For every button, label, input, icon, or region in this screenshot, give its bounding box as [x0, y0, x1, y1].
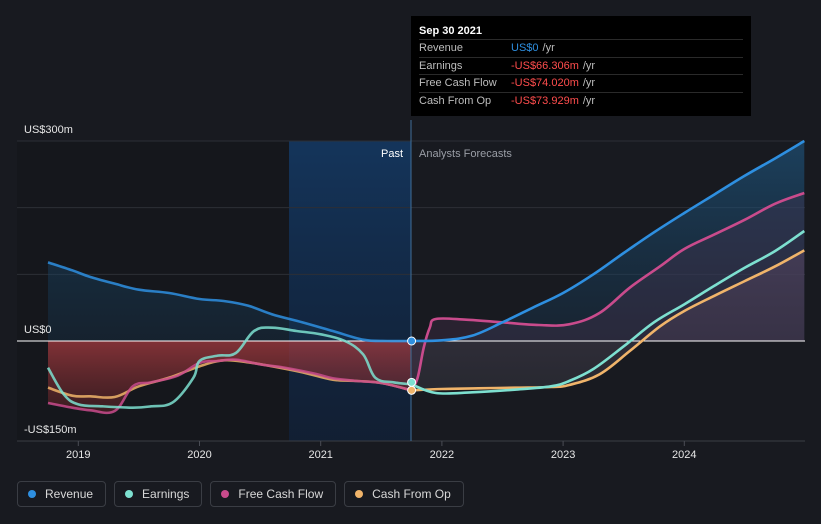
x-tick-label: 2019: [66, 449, 90, 461]
x-axis: 2019 2020 2021 2022 2023 2024: [66, 441, 697, 461]
tooltip-unit: /yr: [582, 94, 596, 107]
forecast-label: Analysts Forecasts: [419, 148, 512, 160]
highlight-marker: [407, 377, 417, 387]
tooltip-unit: /yr: [542, 42, 555, 54]
earnings-line-past: [46, 326, 412, 409]
tooltip-label: Earnings: [419, 59, 463, 72]
tooltip-label: Cash From Op: [419, 94, 492, 107]
legend-dot-icon: [221, 490, 230, 498]
tooltip-label: Revenue: [419, 42, 464, 54]
tooltip-unit: /yr: [582, 77, 596, 89]
tooltip-value: -US$73.929m: [511, 94, 579, 107]
tooltip-row-free-cash-flow: Free Cash Flow -US$74.020m /yr: [419, 74, 743, 92]
legend-label: Cash From Op: [372, 487, 451, 501]
revenue-line-past: [47, 261, 412, 343]
tooltip-date: Sep 30 2021: [419, 25, 482, 37]
legend-item-revenue[interactable]: Revenue: [17, 481, 107, 507]
legend-dot-icon: [355, 490, 364, 498]
legend-item-free-cash-flow[interactable]: Free Cash Flow: [210, 481, 337, 507]
legend: Revenue Earnings Free Cash Flow Cash Fro…: [17, 481, 464, 507]
highlight-marker: [407, 385, 417, 395]
x-tick-label: 2021: [308, 449, 332, 461]
tooltip-value: US$0: [511, 42, 539, 54]
highlight-markers: [407, 336, 417, 395]
x-tick-label: 2024: [672, 449, 696, 461]
cash-from-op-line-forecast: [411, 249, 805, 392]
tooltip-row-earnings: Earnings -US$66.306m /yr: [419, 56, 743, 75]
x-tick-label: 2020: [187, 449, 211, 461]
free-cash-flow-line-past: [47, 358, 412, 415]
tooltip-row-cash-from-op: Cash From Op -US$73.929m /yr: [419, 91, 743, 110]
y-tick-label: US$0: [24, 324, 52, 336]
y-tick-label: US$300m: [24, 124, 73, 136]
legend-item-earnings[interactable]: Earnings: [114, 481, 203, 507]
legend-dot-icon: [125, 490, 134, 498]
legend-label: Free Cash Flow: [238, 487, 324, 501]
free-cash-flow-line-forecast: [410, 191, 805, 391]
negative-area: [48, 341, 412, 413]
past-label: Past: [381, 148, 403, 160]
x-tick-label: 2023: [551, 449, 575, 461]
legend-label: Revenue: [45, 487, 94, 501]
y-axis: US$300m US$0 -US$150m: [24, 124, 77, 436]
tooltip-value: -US$66.306m: [511, 59, 579, 72]
tooltip-row-revenue: Revenue US$0 /yr: [419, 39, 743, 57]
highlight-marker: [407, 336, 417, 346]
x-tick-label: 2022: [430, 449, 454, 461]
legend-item-cash-from-op[interactable]: Cash From Op: [344, 481, 464, 507]
tooltip-label: Free Cash Flow: [419, 77, 497, 89]
tooltip-unit: /yr: [582, 59, 596, 72]
revenue-area: [48, 141, 805, 342]
tooltip-value: -US$74.020m: [511, 77, 579, 89]
tooltip: Sep 30 2021 Revenue US$0 /yr Earnings -U…: [411, 16, 751, 116]
revenue-line-forecast: [411, 139, 805, 343]
cash-from-op-area: [411, 250, 805, 391]
past-highlight-band: [289, 141, 411, 441]
series-lines: [46, 139, 806, 415]
legend-label: Earnings: [142, 487, 190, 501]
earnings-line-forecast: [411, 229, 806, 395]
legend-dot-icon: [28, 490, 36, 498]
y-tick-label: -US$150m: [24, 424, 77, 436]
